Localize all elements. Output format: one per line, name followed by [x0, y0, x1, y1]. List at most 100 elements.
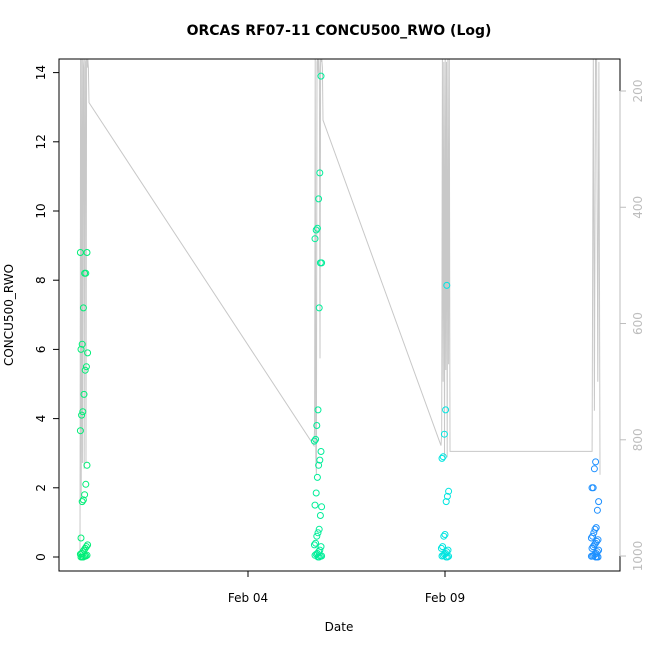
- data-point: [78, 498, 86, 506]
- data-point: [76, 427, 84, 435]
- data-point: [316, 456, 324, 464]
- data-point: [592, 458, 600, 466]
- data-point: [587, 552, 595, 560]
- data-point: [83, 461, 91, 469]
- data-point: [593, 506, 601, 514]
- data-point: [78, 340, 86, 348]
- data-point: [312, 489, 320, 497]
- data-point: [314, 553, 322, 561]
- data-point: [594, 536, 602, 544]
- x-tick-label: Feb 09: [425, 591, 465, 605]
- data-point: [76, 249, 84, 256]
- axes-layer: 0 2 4 6 8 10 12 14 Feb 04 Feb 09 200 400 600 800 100…: [34, 58, 645, 605]
- data-point: [588, 484, 596, 492]
- right-tick-label: 600: [631, 312, 645, 335]
- y-tick-label: 10: [34, 203, 48, 218]
- data-point: [312, 226, 320, 234]
- data-point: [78, 411, 86, 419]
- y-axis: 0 2 4 6 8 10 12 14: [34, 65, 60, 561]
- data-point: [587, 534, 595, 542]
- data-point: [589, 543, 597, 551]
- data-point: [84, 541, 92, 549]
- x-tick-label: Feb 04: [228, 591, 268, 605]
- data-point: [442, 553, 450, 561]
- data-point: [589, 532, 597, 540]
- data-point: [443, 281, 451, 289]
- data-point: [81, 269, 89, 277]
- data-point: [591, 525, 599, 533]
- data-point: [442, 498, 450, 506]
- data-point: [440, 532, 448, 540]
- data-point: [588, 544, 596, 552]
- data-point: [442, 406, 450, 414]
- data-point: [438, 454, 446, 462]
- right-tick-label: 1000: [631, 541, 645, 572]
- data-point: [316, 169, 324, 177]
- data-point: [590, 465, 598, 473]
- altitude-line-layer: [79, 58, 601, 557]
- y-tick-label: 2: [34, 484, 48, 492]
- data-point: [310, 437, 318, 445]
- data-point: [313, 422, 321, 429]
- data-point: [315, 304, 323, 312]
- plot-frame: [58, 58, 621, 572]
- data-point: [441, 531, 449, 538]
- data-point: [317, 72, 325, 80]
- data-point: [82, 363, 90, 371]
- y-tick-label: 8: [34, 276, 48, 284]
- y-tick-label: 6: [34, 346, 48, 354]
- points-layer: [76, 72, 603, 561]
- data-point: [82, 480, 90, 488]
- data-point: [311, 235, 319, 243]
- data-point: [310, 541, 318, 549]
- y-axis-label: CONCU500_RWO: [2, 264, 16, 366]
- data-point: [314, 406, 322, 414]
- x-axis: Feb 04 Feb 09: [228, 570, 465, 605]
- y-tick-label: 12: [34, 134, 48, 149]
- right-tick-label: 800: [631, 428, 645, 451]
- data-point: [437, 544, 445, 552]
- data-point: [592, 553, 600, 561]
- y-tick-label: 14: [34, 65, 48, 80]
- data-point: [439, 453, 447, 461]
- data-point: [77, 345, 85, 353]
- data-point: [79, 408, 87, 416]
- data-point: [318, 503, 326, 511]
- data-point: [590, 541, 598, 549]
- data-point: [313, 532, 321, 540]
- data-point: [312, 539, 320, 547]
- data-point: [315, 461, 323, 469]
- data-point: [316, 259, 324, 267]
- data-point: [315, 525, 323, 533]
- data-point: [81, 491, 89, 499]
- data-point: [83, 249, 91, 256]
- data-point: [311, 501, 319, 509]
- altitude-line: [79, 58, 601, 557]
- data-point: [595, 498, 603, 506]
- data-point: [443, 492, 451, 500]
- data-point: [81, 366, 89, 374]
- data-point: [77, 534, 85, 542]
- y-tick-label: 0: [34, 553, 48, 561]
- data-point: [79, 304, 87, 312]
- data-point: [316, 512, 324, 519]
- chart-title: ORCAS RF07-11 CONCU500_RWO (Log): [187, 23, 492, 39]
- data-point: [80, 390, 88, 398]
- right-tick-label: 200: [631, 80, 645, 103]
- x-axis-label: Date: [325, 620, 354, 634]
- right-axis: 200 400 600 800 1000: [619, 80, 645, 572]
- data-point: [77, 553, 85, 561]
- data-point: [593, 537, 601, 545]
- data-point: [440, 430, 448, 438]
- data-point: [313, 473, 321, 481]
- right-tick-label: 400: [631, 196, 645, 219]
- data-point: [317, 448, 325, 455]
- data-point: [314, 529, 322, 537]
- data-point: [82, 543, 90, 551]
- data-point: [315, 195, 323, 203]
- data-point: [313, 224, 321, 232]
- data-point: [445, 487, 453, 495]
- data-point: [312, 435, 320, 443]
- data-point: [443, 548, 451, 556]
